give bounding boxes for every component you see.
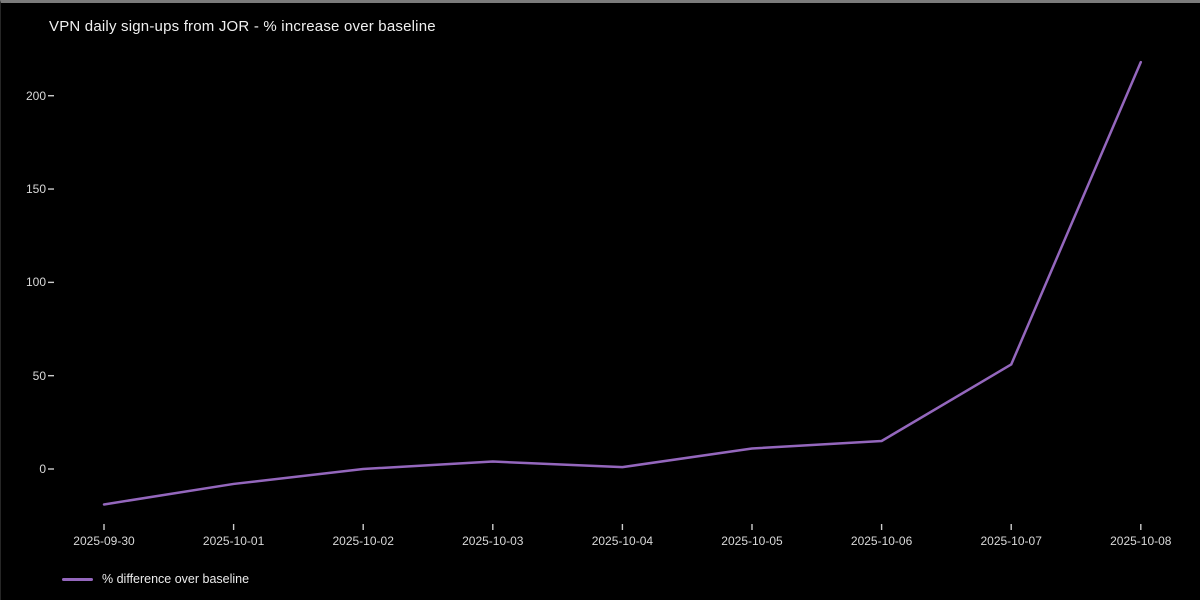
x-tick-label: 2025-10-04: [591, 534, 654, 548]
legend: % difference over baseline: [62, 572, 249, 586]
x-tick-label: 2025-10-01: [202, 534, 265, 548]
y-tick-label: 150: [25, 182, 46, 197]
line-plot-canvas: [48, 60, 1143, 530]
legend-label: % difference over baseline: [102, 572, 250, 586]
x-tick-label: 2025-09-30: [73, 534, 135, 548]
y-tick-label: 50: [32, 368, 46, 383]
x-tick-label: 2025-10-02: [332, 534, 394, 548]
data-line: [102, 60, 1143, 506]
x-tick-label: 2025-10-08: [1110, 534, 1172, 548]
y-tick-label: 200: [25, 88, 46, 103]
chart-title: VPN daily sign-ups from JOR - % increase…: [49, 18, 436, 35]
legend-line-swatch: [62, 577, 93, 581]
x-tick-label: 2025-10-03: [462, 534, 524, 548]
x-tick-label: 2025-10-05: [721, 534, 783, 548]
x-tick-label: 2025-10-06: [850, 534, 913, 548]
x-tick-label: 2025-10-07: [980, 534, 1042, 548]
y-tick-label: 100: [25, 275, 46, 290]
y-tick-label: 0: [39, 462, 46, 476]
